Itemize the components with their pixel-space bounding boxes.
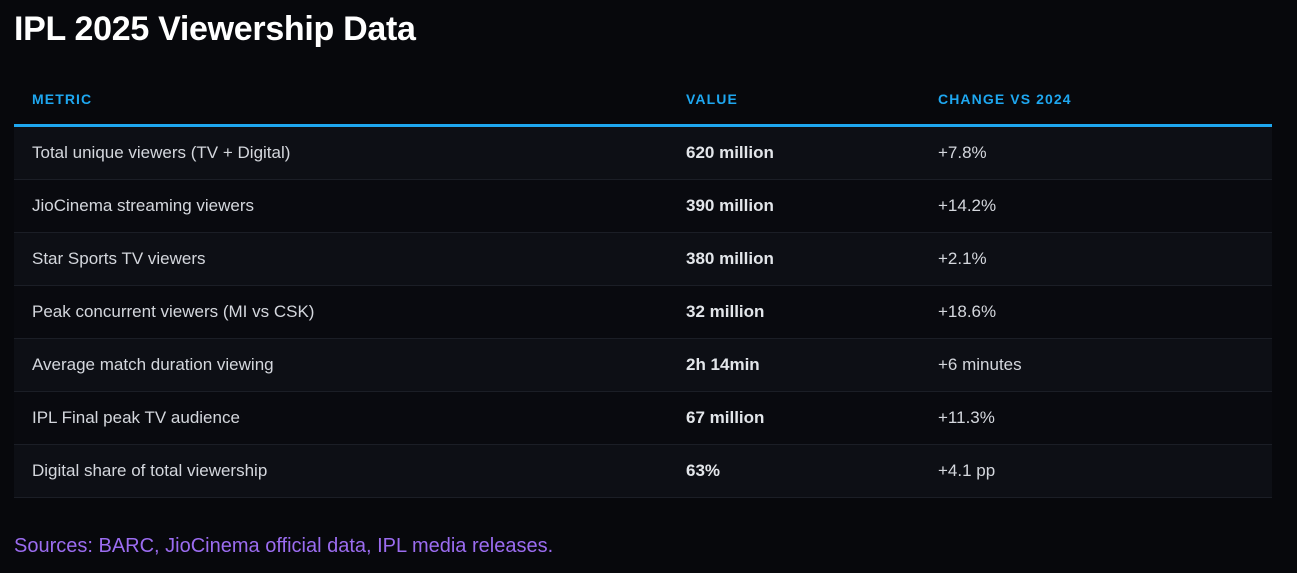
metric-cell: Total unique viewers (TV + Digital) bbox=[14, 125, 668, 180]
table-row: Total unique viewers (TV + Digital) 620 … bbox=[14, 125, 1272, 180]
change-cell: +2.1% bbox=[920, 232, 1272, 286]
value-cell: 32 million bbox=[668, 285, 920, 339]
value-cell: 63% bbox=[668, 444, 920, 498]
table-row: Peak concurrent viewers (MI vs CSK) 32 m… bbox=[14, 285, 1272, 339]
change-cell: +18.6% bbox=[920, 285, 1272, 339]
column-header-value: VALUE bbox=[668, 73, 920, 127]
metric-cell: Peak concurrent viewers (MI vs CSK) bbox=[14, 285, 668, 339]
change-cell: +6 minutes bbox=[920, 338, 1272, 392]
change-cell: +4.1 pp bbox=[920, 444, 1272, 498]
table-row: JioCinema streaming viewers 390 million … bbox=[14, 179, 1272, 233]
change-cell: +7.8% bbox=[920, 125, 1272, 180]
metric-cell: Digital share of total viewership bbox=[14, 444, 668, 498]
change-cell: +11.3% bbox=[920, 391, 1272, 445]
viewership-table: METRIC VALUE CHANGE VS 2024 Total unique… bbox=[14, 73, 1272, 498]
table-header-row: METRIC VALUE CHANGE VS 2024 bbox=[14, 73, 1272, 127]
column-header-change: CHANGE VS 2024 bbox=[920, 73, 1272, 127]
table-row: IPL Final peak TV audience 67 million +1… bbox=[14, 391, 1272, 445]
metric-cell: Star Sports TV viewers bbox=[14, 232, 668, 286]
metric-cell: IPL Final peak TV audience bbox=[14, 391, 668, 445]
table-row: Star Sports TV viewers 380 million +2.1% bbox=[14, 232, 1272, 286]
value-cell: 2h 14min bbox=[668, 338, 920, 392]
value-cell: 620 million bbox=[668, 125, 920, 180]
value-cell: 390 million bbox=[668, 179, 920, 233]
column-header-metric: METRIC bbox=[14, 73, 668, 127]
value-cell: 67 million bbox=[668, 391, 920, 445]
page-title: IPL 2025 Viewership Data bbox=[14, 10, 416, 48]
value-cell: 380 million bbox=[668, 232, 920, 286]
change-cell: +14.2% bbox=[920, 179, 1272, 233]
table-row: Average match duration viewing 2h 14min … bbox=[14, 338, 1272, 392]
sources-note: Sources: BARC, JioCinema official data, … bbox=[14, 535, 554, 557]
metric-cell: Average match duration viewing bbox=[14, 338, 668, 392]
table-row: Digital share of total viewership 63% +4… bbox=[14, 444, 1272, 498]
metric-cell: JioCinema streaming viewers bbox=[14, 179, 668, 233]
